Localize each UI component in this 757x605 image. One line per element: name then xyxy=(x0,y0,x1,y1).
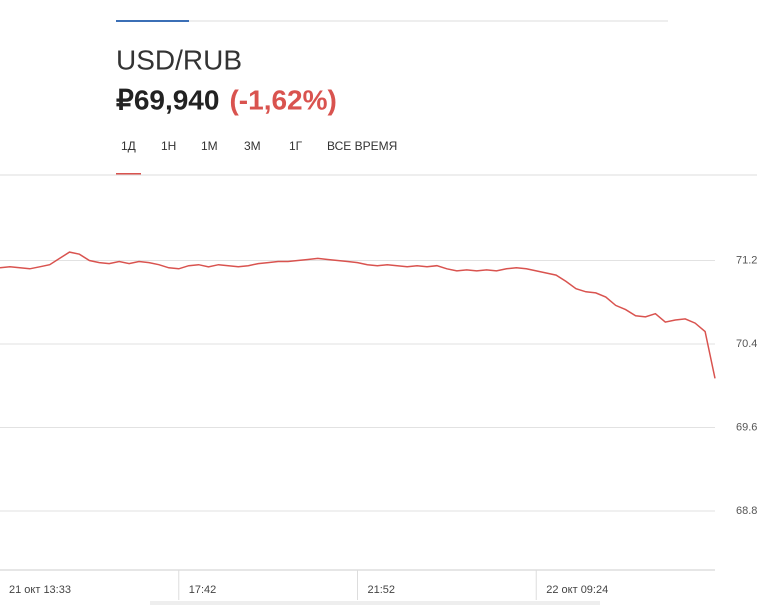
period-tab[interactable]: 1М xyxy=(201,139,218,153)
period-tab[interactable]: 1Г xyxy=(289,139,303,153)
y-tick-label: 71.2 xyxy=(736,254,757,266)
y-tick-label: 68.8 xyxy=(736,505,757,517)
x-tick-label: 22 окт 09:24 xyxy=(546,584,608,596)
x-tick-label: 21:52 xyxy=(368,584,396,596)
y-tick-label: 69.6 xyxy=(736,421,757,433)
period-tab[interactable]: 3М xyxy=(244,139,261,153)
period-tab[interactable]: 1Н xyxy=(161,139,176,153)
period-tab[interactable]: ВСЕ ВРЕМЯ xyxy=(327,139,397,153)
x-tick-label: 21 окт 13:33 xyxy=(9,584,71,596)
y-tick-label: 70.4 xyxy=(736,338,757,350)
price: ₽69,940 xyxy=(116,84,219,115)
change: (-1,62%) xyxy=(229,84,336,115)
x-tick-label: 17:42 xyxy=(189,584,217,596)
pair-title: USD/RUB xyxy=(116,44,242,75)
scrollbar xyxy=(150,601,600,605)
period-tab[interactable]: 1Д xyxy=(121,139,136,153)
price-line xyxy=(0,251,716,379)
